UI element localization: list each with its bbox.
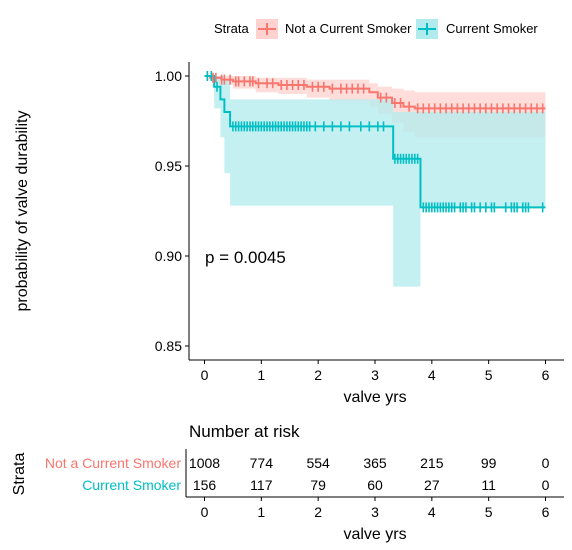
legend: Strata Not a Current Smoker Current Smok… [214, 19, 538, 39]
risk-count: 0 [542, 477, 550, 493]
risk-x-tick-label: 5 [485, 504, 493, 520]
risk-count: 99 [481, 455, 497, 471]
x-tick-label: 3 [371, 367, 379, 383]
risk-count: 215 [420, 455, 444, 471]
risk-count: 1008 [189, 455, 220, 471]
x-tick-label: 1 [257, 367, 265, 383]
legend-label-not-smoker: Not a Current Smoker [285, 21, 412, 36]
legend-label-current-smoker: Current Smoker [446, 21, 538, 36]
x-tick-label: 5 [485, 367, 493, 383]
x-tick-label: 2 [314, 367, 322, 383]
legend-key-not-smoker [256, 19, 278, 39]
risk-x-tick-label: 4 [428, 504, 436, 520]
risk-count: 774 [250, 455, 274, 471]
risk-count: 0 [542, 455, 550, 471]
risk-count: 365 [363, 455, 387, 471]
y-axis-title: probability of valve durability [14, 111, 31, 312]
risk-count: 79 [310, 477, 326, 493]
risk-count: 554 [306, 455, 330, 471]
risk-x-tick-label: 1 [257, 504, 265, 520]
risk-row-label-current-smoker: Current Smoker [82, 477, 181, 493]
x-tick-label: 4 [428, 367, 436, 383]
risk-x-tick-label: 6 [542, 504, 550, 520]
risk-count: 27 [424, 477, 440, 493]
risk-x-tick-label: 2 [314, 504, 322, 520]
y-tick-label: 0.85 [155, 338, 182, 354]
x-axis-title: valve yrs [343, 389, 406, 406]
legend-key-current-smoker [416, 19, 438, 39]
risk-count: 60 [367, 477, 383, 493]
risk-row-label-not-smoker: Not a Current Smoker [45, 455, 181, 471]
risk-count: 11 [481, 477, 496, 493]
x-tick-label: 6 [542, 367, 550, 383]
risk-x-tick-label: 3 [371, 504, 379, 520]
y-tick-label: 0.90 [155, 248, 182, 264]
risk-table-x-ticks: 0 1 2 3 4 5 6 [201, 497, 550, 520]
y-tick-label: 0.95 [155, 158, 182, 174]
risk-table-y-title: Strata [11, 453, 28, 496]
legend-title: Strata [214, 21, 249, 36]
risk-table-counts: 1008 774 554 365 215 99 0 156 117 79 60 27 11 0 [189, 455, 550, 493]
x-tick-label: 0 [201, 367, 209, 383]
y-tick-label: 1.00 [155, 68, 182, 84]
risk-count: 156 [193, 477, 217, 493]
risk-table-x-title: valve yrs [343, 526, 406, 543]
x-axis-ticks: 0 1 2 3 4 5 6 [201, 360, 550, 383]
p-value-annotation: p = 0.0045 [205, 248, 286, 267]
risk-count: 117 [250, 477, 273, 493]
y-axis-ticks: 0.85 0.90 0.95 1.00 [155, 68, 189, 354]
risk-x-tick-label: 0 [201, 504, 209, 520]
risk-table-title: Number at risk [189, 422, 300, 441]
